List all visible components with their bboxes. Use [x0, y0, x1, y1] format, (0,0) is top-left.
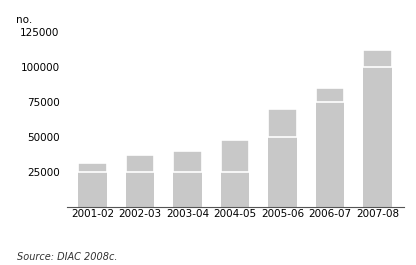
Bar	[173, 172, 202, 207]
Bar	[126, 155, 154, 172]
Bar	[79, 163, 107, 172]
Bar	[79, 172, 107, 207]
Bar	[221, 140, 249, 172]
Bar	[316, 102, 344, 207]
Bar	[363, 67, 391, 207]
Text: no.: no.	[16, 15, 32, 25]
Bar	[221, 172, 249, 207]
Bar	[363, 50, 391, 67]
Text: Source: DIAC 2008c.: Source: DIAC 2008c.	[17, 252, 117, 262]
Bar	[126, 172, 154, 207]
Bar	[268, 109, 297, 137]
Bar	[268, 137, 297, 207]
Bar	[316, 88, 344, 102]
Bar	[173, 151, 202, 172]
